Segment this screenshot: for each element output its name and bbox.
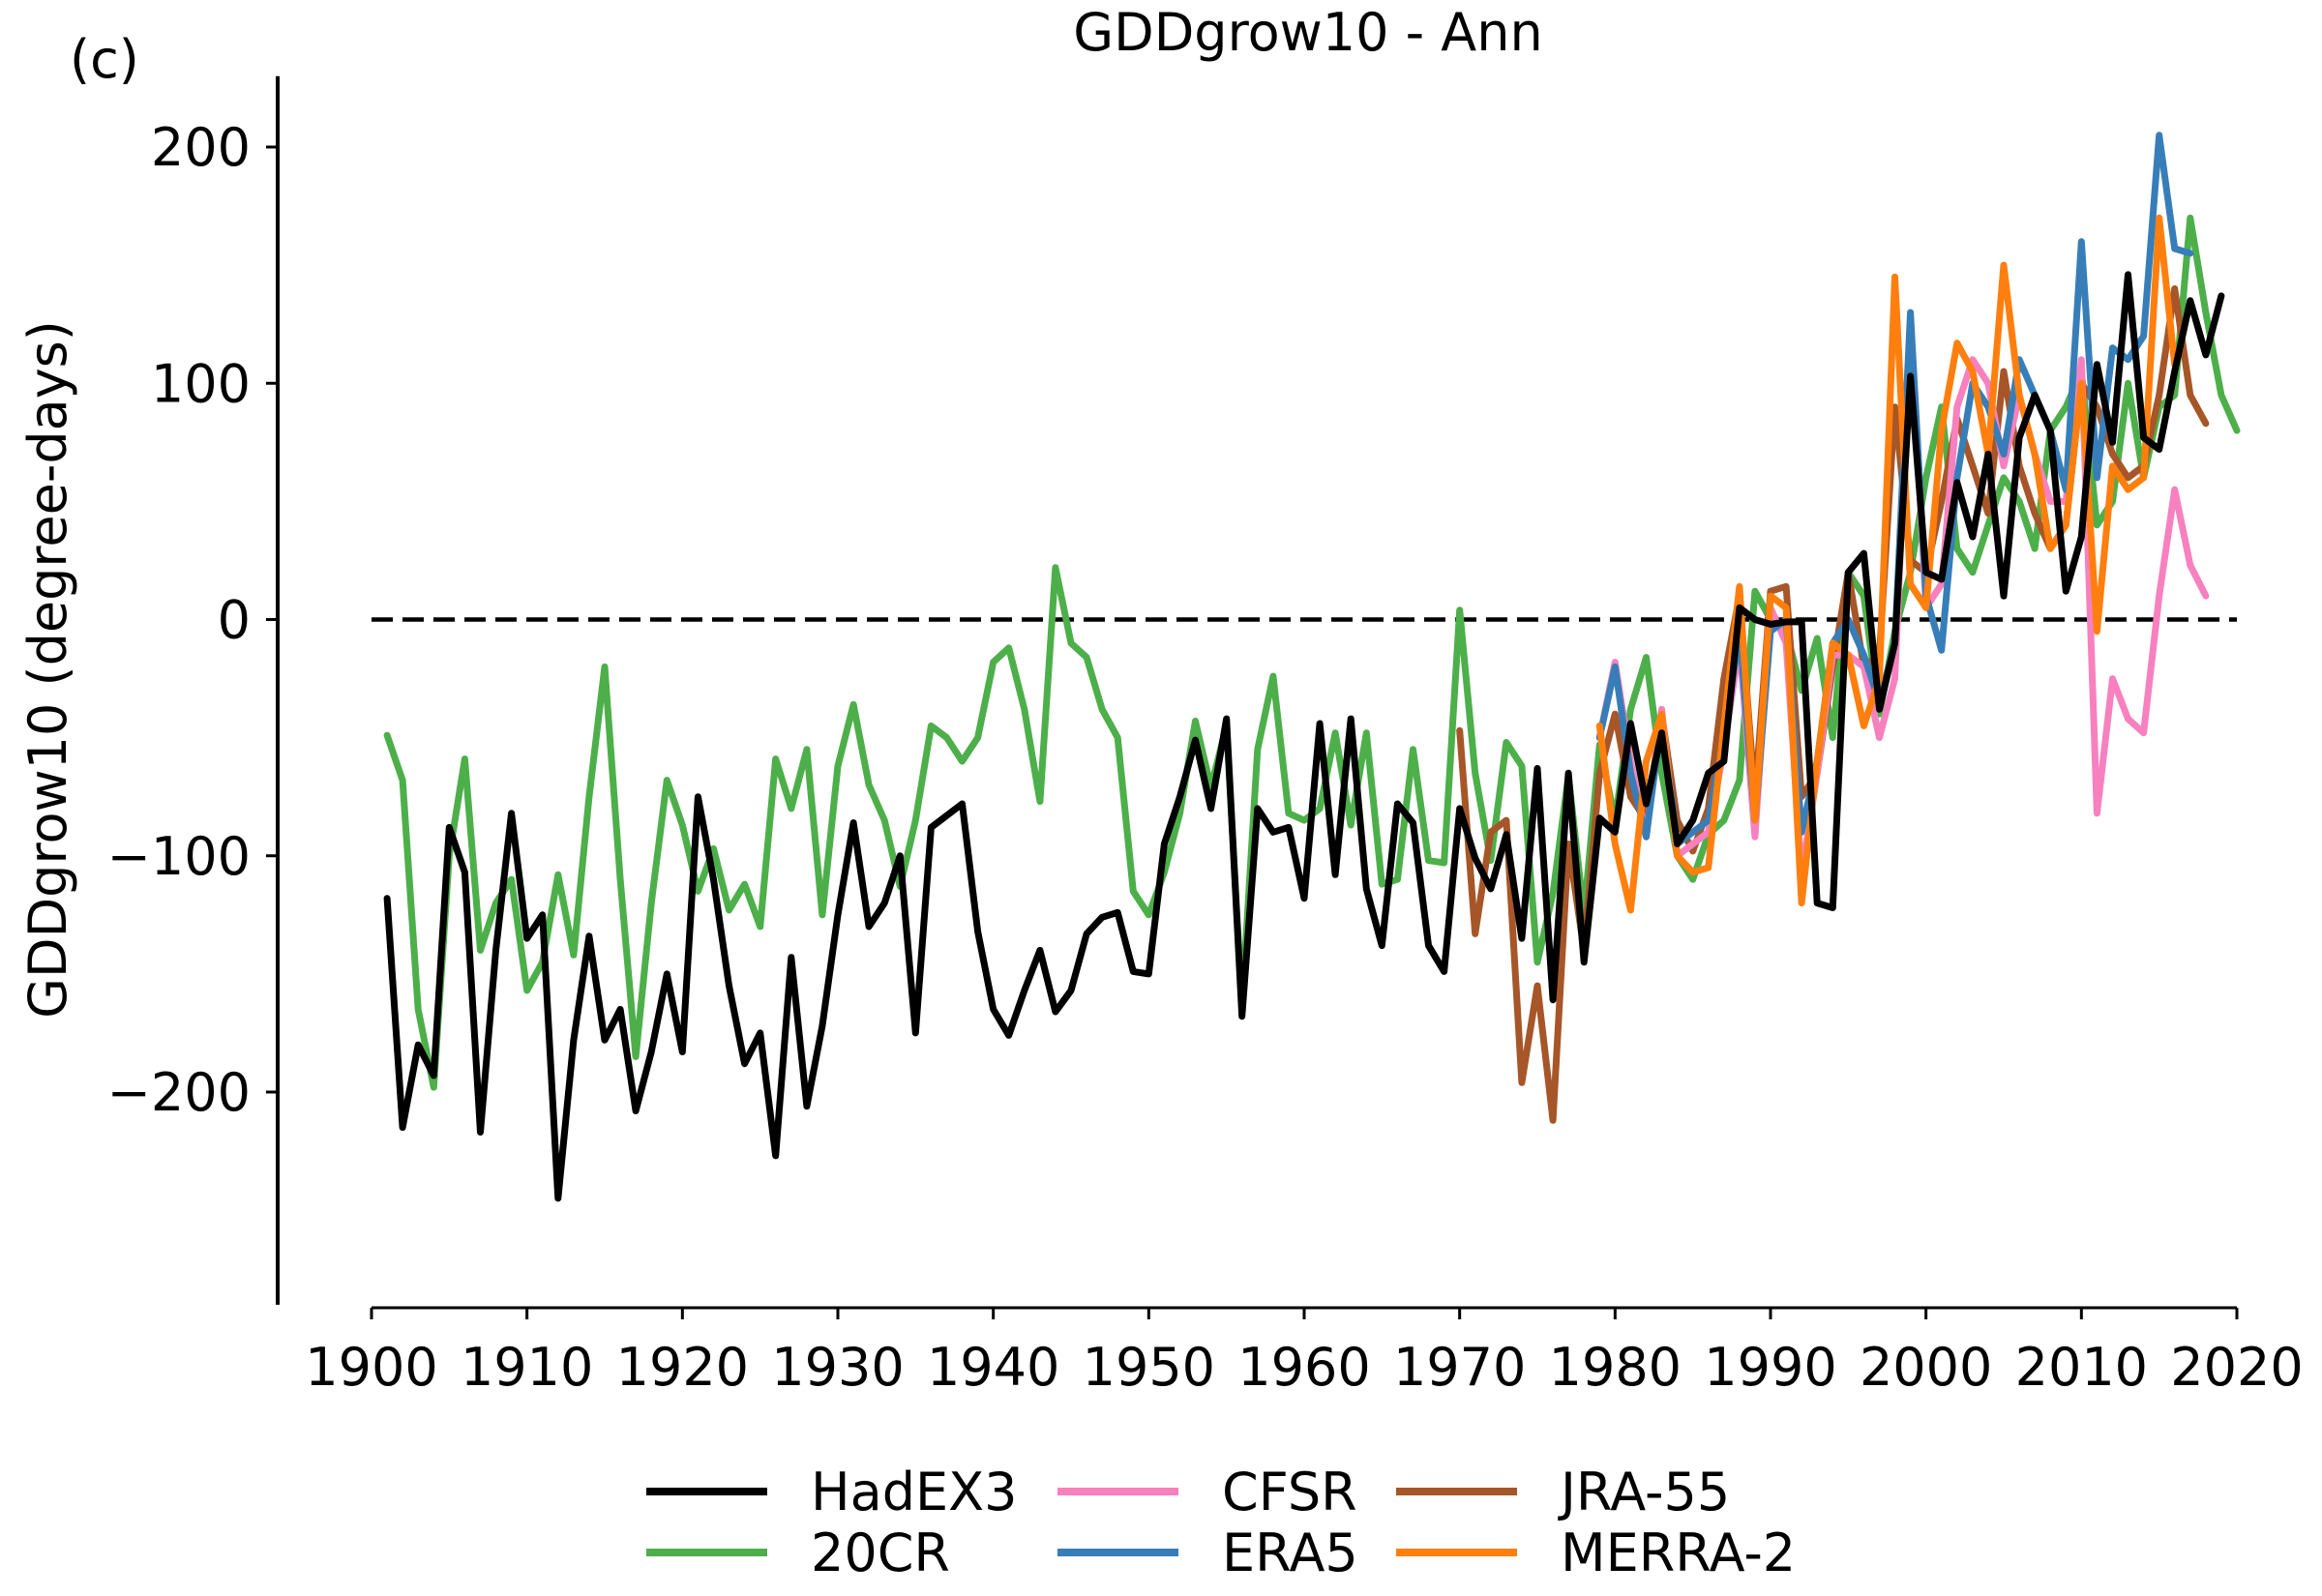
x-tick-label: 1960 bbox=[1237, 1337, 1370, 1398]
y-tick-label: 100 bbox=[151, 353, 251, 414]
y-axis-label: GDDgrow10 (degree-days) bbox=[17, 320, 78, 1019]
chart-title: GDDgrow10 - Ann bbox=[1073, 2, 1542, 63]
panel-label: (c) bbox=[70, 29, 139, 90]
x-tick-label: 1940 bbox=[927, 1337, 1059, 1398]
y-tick-label: −200 bbox=[107, 1062, 251, 1123]
x-tick-label: 1900 bbox=[305, 1337, 437, 1398]
legend-item-20cr: 20CR bbox=[646, 1522, 950, 1583]
x-tick-label: 1920 bbox=[616, 1337, 749, 1398]
series-line-hadex3 bbox=[383, 271, 2225, 1202]
x-tick-label: 2000 bbox=[1860, 1337, 1992, 1398]
y-tick-label: −100 bbox=[107, 826, 251, 887]
x-tick-label: 1990 bbox=[1704, 1337, 1836, 1398]
legend-item-cfsr: CFSR bbox=[1057, 1462, 1357, 1522]
plot-area bbox=[372, 132, 2241, 1202]
y-axis: −200 −100 0 100 200 bbox=[107, 75, 280, 1305]
x-tick-label: 1950 bbox=[1083, 1337, 1215, 1398]
legend-item-merra-2: MERRA-2 bbox=[1396, 1522, 1796, 1583]
legend-label: HadEX3 bbox=[811, 1462, 1017, 1522]
legend-item-jra-55: JRA-55 bbox=[1396, 1462, 1730, 1522]
legend-label: MERRA-2 bbox=[1561, 1522, 1796, 1583]
series-line-era5 bbox=[1595, 132, 2194, 847]
legend-label: ERA5 bbox=[1222, 1522, 1358, 1583]
legend-label: 20CR bbox=[811, 1522, 950, 1583]
x-tick-label: 1970 bbox=[1393, 1337, 1526, 1398]
y-tick-label: 200 bbox=[151, 117, 251, 178]
x-tick-label: 2010 bbox=[2015, 1337, 2148, 1398]
x-tick-label: 1910 bbox=[461, 1337, 593, 1398]
legend-item-era5: ERA5 bbox=[1057, 1522, 1358, 1583]
x-axis: 1900 1910 1920 1930 1940 1950 1960 1970 1980 1990… bbox=[305, 1306, 2304, 1398]
legend-label: JRA-55 bbox=[1558, 1462, 1730, 1522]
x-tick-label: 1930 bbox=[771, 1337, 904, 1398]
series-line-merra-2 bbox=[1595, 214, 2179, 914]
x-tick-label: 2020 bbox=[2170, 1337, 2303, 1398]
y-tick-label: 0 bbox=[218, 590, 251, 651]
x-tick-label: 1980 bbox=[1549, 1337, 1682, 1398]
legend-label: CFSR bbox=[1222, 1462, 1357, 1522]
legend-item-hadex3: HadEX3 bbox=[646, 1462, 1017, 1522]
